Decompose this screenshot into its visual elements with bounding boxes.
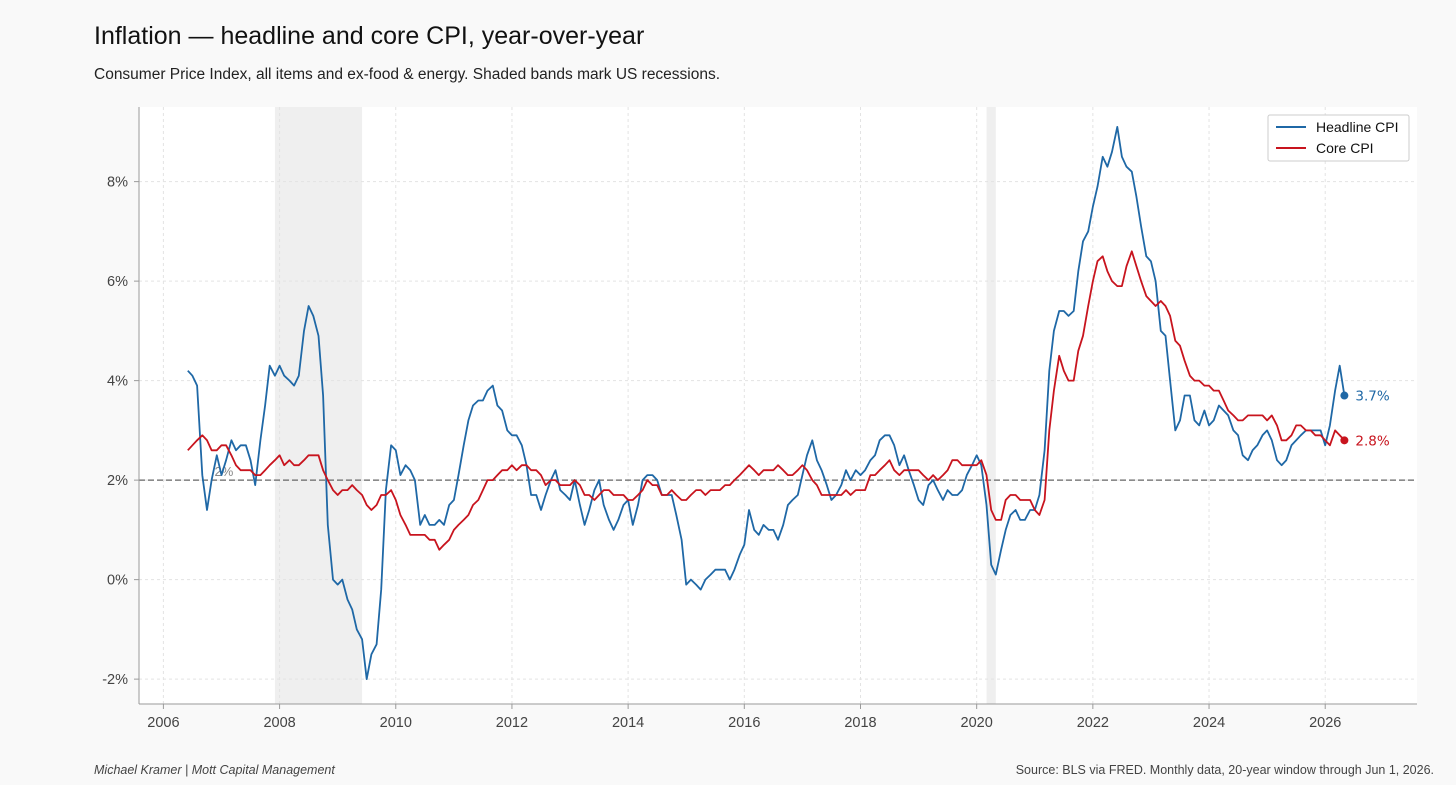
x-tick-label: 2026 [1309,715,1341,731]
legend-label-core: Core CPI [1316,140,1374,156]
series-lines: 3.7% 2.8% [187,126,1390,680]
x-tick-label: 2010 [380,715,412,731]
tick-labels: 2006 2008 2010 2012 2014 2016 2018 2020 2022 2024… [102,175,1341,731]
legend: Headline CPI Core CPI [1267,114,1410,162]
x-tick-label: 2024 [1193,715,1225,731]
core-cpi-end-point [1340,436,1349,445]
y-tick-label: 4% [107,374,128,390]
y-tick-label: 0% [107,573,128,589]
y-tick-label: 8% [107,175,128,191]
headline-cpi-end-point [1340,391,1349,400]
x-tick-label: 2022 [1077,715,1109,731]
core-cpi-end-label: 2.8% [1355,433,1389,449]
chart-subtitle: Consumer Price Index, all items and ex-f… [94,66,721,83]
recession-band [986,107,996,704]
y-tick-label: 2% [107,473,128,489]
headline-cpi-line [187,126,1346,680]
chart-title: Inflation — headline and core CPI, year-… [94,22,645,50]
x-tick-label: 2006 [147,715,179,731]
legend-label-headline: Headline CPI [1316,119,1399,135]
x-tick-label: 2014 [612,715,644,731]
footer-source: Source: BLS via FRED. Monthly data, 20-y… [1015,763,1434,777]
x-tick-label: 2020 [961,715,993,731]
x-tick-label: 2008 [263,715,295,731]
core-cpi-line [187,250,1346,551]
y-tick-label: -2% [102,672,128,688]
x-tick-label: 2018 [844,715,876,731]
x-tick-label: 2016 [728,715,760,731]
y-tick-label: 6% [107,274,128,290]
x-tick-label: 2012 [496,715,528,731]
recession-band [274,107,363,704]
recession-bands [274,107,996,704]
footer-author: Michael Kramer | Mott Capital Management [94,763,335,777]
axes [138,107,1417,705]
headline-cpi-end-label: 3.7% [1355,389,1389,405]
